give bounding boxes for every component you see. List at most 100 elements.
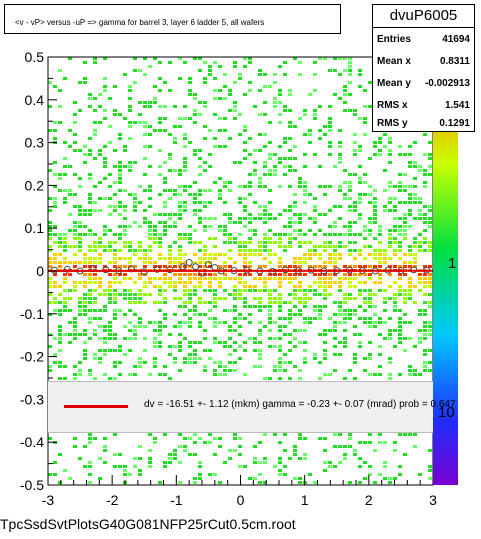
heatmap-cell xyxy=(188,301,192,304)
heatmap-cell xyxy=(63,365,67,368)
heatmap-cell xyxy=(358,293,362,296)
heatmap-cell xyxy=(303,253,307,256)
heatmap-cell xyxy=(133,373,137,376)
heatmap-cell xyxy=(158,341,162,344)
heatmap-cell xyxy=(288,273,292,276)
heatmap-cell xyxy=(138,249,142,252)
heatmap-cell xyxy=(288,281,292,284)
heatmap-cell xyxy=(268,217,272,220)
heatmap-cell xyxy=(243,285,247,288)
heatmap-cell xyxy=(403,321,407,324)
heatmap-cell xyxy=(408,185,412,188)
heatmap-cell xyxy=(378,281,382,284)
heatmap-cell xyxy=(423,265,427,268)
stats-value: 0.1291 xyxy=(439,117,470,129)
heatmap-cell xyxy=(428,241,432,244)
heatmap-cell xyxy=(63,237,67,240)
heatmap-cell xyxy=(138,445,142,448)
heatmap-cell xyxy=(408,321,412,324)
heatmap-cell xyxy=(193,341,197,344)
heatmap-cell xyxy=(338,217,342,220)
heatmap-cell xyxy=(423,213,427,216)
heatmap-cell xyxy=(268,273,272,276)
heatmap-cell xyxy=(263,173,267,176)
heatmap-cell xyxy=(53,173,57,176)
heatmap-cell xyxy=(288,317,292,320)
heatmap-cell xyxy=(393,293,397,296)
heatmap-cell xyxy=(188,309,192,312)
heatmap-cell xyxy=(263,113,267,116)
heatmap-cell xyxy=(313,217,317,220)
heatmap-cell xyxy=(113,273,117,276)
heatmap-cell xyxy=(218,145,222,148)
heatmap-cell xyxy=(288,169,292,172)
heatmap-cell xyxy=(58,453,62,456)
heatmap-cell xyxy=(203,77,207,80)
heatmap-cell xyxy=(358,117,362,120)
heatmap-cell xyxy=(388,137,392,140)
heatmap-cell xyxy=(193,433,197,436)
heatmap-cell xyxy=(363,461,367,464)
heatmap-cell xyxy=(373,217,377,220)
heatmap-cell xyxy=(358,465,362,468)
heatmap-cell xyxy=(193,109,197,112)
heatmap-cell xyxy=(348,369,352,372)
heatmap-cell xyxy=(303,321,307,324)
heatmap-cell xyxy=(258,289,262,292)
heatmap-cell xyxy=(98,277,102,280)
heatmap-cell xyxy=(363,309,367,312)
heatmap-cell xyxy=(298,301,302,304)
heatmap-cell xyxy=(138,361,142,364)
heatmap-cell xyxy=(48,233,52,236)
heatmap-cell xyxy=(338,129,342,132)
heatmap-cell xyxy=(103,289,107,292)
heatmap-cell xyxy=(83,213,87,216)
heatmap-cell xyxy=(163,365,167,368)
heatmap-cell xyxy=(198,357,202,360)
heatmap-cell xyxy=(403,337,407,340)
heatmap-cell xyxy=(378,137,382,140)
x-tick-label: -3 xyxy=(42,492,55,508)
heatmap-cell xyxy=(313,153,317,156)
heatmap-cell xyxy=(218,265,222,268)
heatmap-cell xyxy=(258,333,262,336)
heatmap-cell xyxy=(53,201,57,204)
heatmap-cell xyxy=(103,145,107,148)
heatmap-cell xyxy=(378,353,382,356)
heatmap-cell xyxy=(78,361,82,364)
heatmap-cell xyxy=(353,273,357,276)
heatmap-cell xyxy=(378,289,382,292)
heatmap-cell xyxy=(193,349,197,352)
heatmap-cell xyxy=(58,313,62,316)
heatmap-cell xyxy=(103,353,107,356)
heatmap-cell xyxy=(298,377,302,380)
heatmap-cell xyxy=(313,61,317,64)
heatmap-cell xyxy=(183,437,187,440)
heatmap-cell xyxy=(403,293,407,296)
heatmap-cell xyxy=(238,317,242,320)
heatmap-cell xyxy=(133,161,137,164)
heatmap-cell xyxy=(53,121,57,124)
heatmap-cell xyxy=(293,453,297,456)
heatmap-cell xyxy=(183,445,187,448)
heatmap-cell xyxy=(338,189,342,192)
heatmap-cell xyxy=(148,185,152,188)
heatmap-cell xyxy=(388,285,392,288)
heatmap-cell xyxy=(48,277,52,280)
heatmap-cell xyxy=(283,333,287,336)
heatmap-cell xyxy=(293,305,297,308)
heatmap-cell xyxy=(348,209,352,212)
heatmap-cell xyxy=(93,357,97,360)
heatmap-cell xyxy=(68,57,72,60)
heatmap-cell xyxy=(98,293,102,296)
heatmap-cell xyxy=(258,265,262,268)
heatmap-cell xyxy=(168,133,172,136)
heatmap-cell xyxy=(88,309,92,312)
heatmap-cell xyxy=(368,305,372,308)
heatmap-cell xyxy=(358,249,362,252)
heatmap-cell xyxy=(138,289,142,292)
plot-title-box: <v - vP> versus -uP => gamma for barrel … xyxy=(4,4,341,34)
heatmap-cell xyxy=(103,197,107,200)
heatmap-cell xyxy=(273,165,277,168)
profile-point xyxy=(192,263,200,271)
